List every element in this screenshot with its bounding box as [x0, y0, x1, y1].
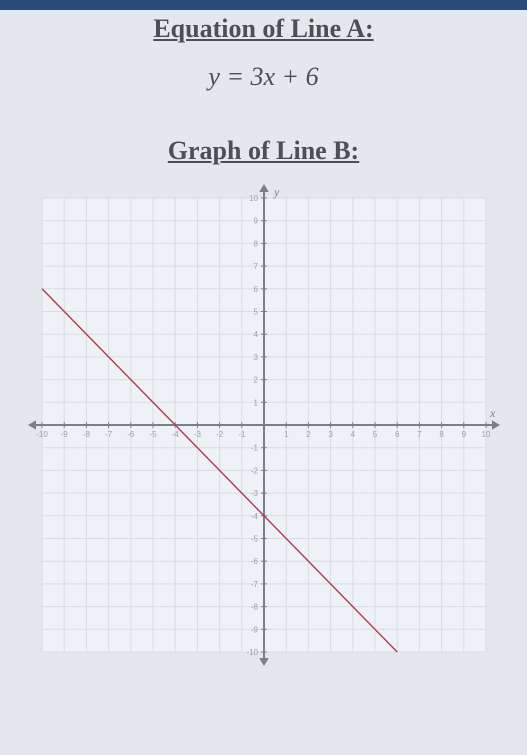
svg-text:-5: -5 — [149, 430, 157, 439]
svg-text:-2: -2 — [250, 466, 258, 475]
svg-text:-3: -3 — [250, 489, 258, 498]
svg-text:-7: -7 — [105, 430, 113, 439]
svg-text:4: 4 — [350, 430, 355, 439]
line-a-equation: y = 3x + 6 — [20, 62, 507, 92]
svg-text:9: 9 — [253, 217, 258, 226]
svg-text:-8: -8 — [82, 430, 90, 439]
svg-text:7: 7 — [253, 262, 258, 271]
line-a-title: Equation of Line A: — [20, 14, 507, 44]
svg-text:x: x — [489, 406, 496, 420]
content-area: Equation of Line A: y = 3x + 6 Graph of … — [0, 10, 527, 690]
svg-text:4: 4 — [253, 330, 258, 339]
svg-text:10: 10 — [249, 194, 258, 203]
svg-text:1: 1 — [283, 430, 288, 439]
svg-text:8: 8 — [439, 430, 444, 439]
svg-text:5: 5 — [253, 308, 258, 317]
svg-text:-5: -5 — [250, 535, 258, 544]
svg-text:6: 6 — [253, 285, 258, 294]
svg-text:-6: -6 — [250, 557, 258, 566]
svg-text:5: 5 — [372, 430, 377, 439]
svg-text:-1: -1 — [250, 444, 258, 453]
svg-text:-3: -3 — [193, 430, 201, 439]
line-b-graph: -10 -9 -8 -7 -6 -5 -4 -3 -2 -1 1 2 3 4 5 6 7 8 9 10 -10 -9 -8 -… — [24, 180, 504, 670]
svg-text:9: 9 — [461, 430, 466, 439]
svg-text:-8: -8 — [250, 603, 258, 612]
svg-text:-1: -1 — [238, 430, 246, 439]
svg-text:2: 2 — [306, 430, 311, 439]
svg-text:3: 3 — [328, 430, 333, 439]
svg-text:10: 10 — [481, 430, 490, 439]
svg-text:-10: -10 — [36, 430, 48, 439]
svg-text:-4: -4 — [171, 430, 179, 439]
svg-text:-6: -6 — [127, 430, 135, 439]
svg-text:-9: -9 — [250, 625, 258, 634]
svg-text:1: 1 — [253, 398, 258, 407]
svg-text:-10: -10 — [246, 648, 258, 657]
svg-text:3: 3 — [253, 353, 258, 362]
svg-text:y: y — [273, 185, 280, 199]
svg-text:-9: -9 — [60, 430, 68, 439]
svg-text:-4: -4 — [250, 512, 258, 521]
chart-container: -10 -9 -8 -7 -6 -5 -4 -3 -2 -1 1 2 3 4 5 6 7 8 9 10 -10 -9 -8 -… — [20, 180, 507, 670]
svg-text:6: 6 — [394, 430, 399, 439]
svg-text:-7: -7 — [250, 580, 258, 589]
svg-text:-2: -2 — [216, 430, 224, 439]
svg-text:7: 7 — [417, 430, 422, 439]
top-bar — [0, 0, 527, 10]
svg-text:2: 2 — [253, 376, 258, 385]
svg-text:8: 8 — [253, 239, 258, 248]
line-b-title: Graph of Line B: — [20, 136, 507, 166]
